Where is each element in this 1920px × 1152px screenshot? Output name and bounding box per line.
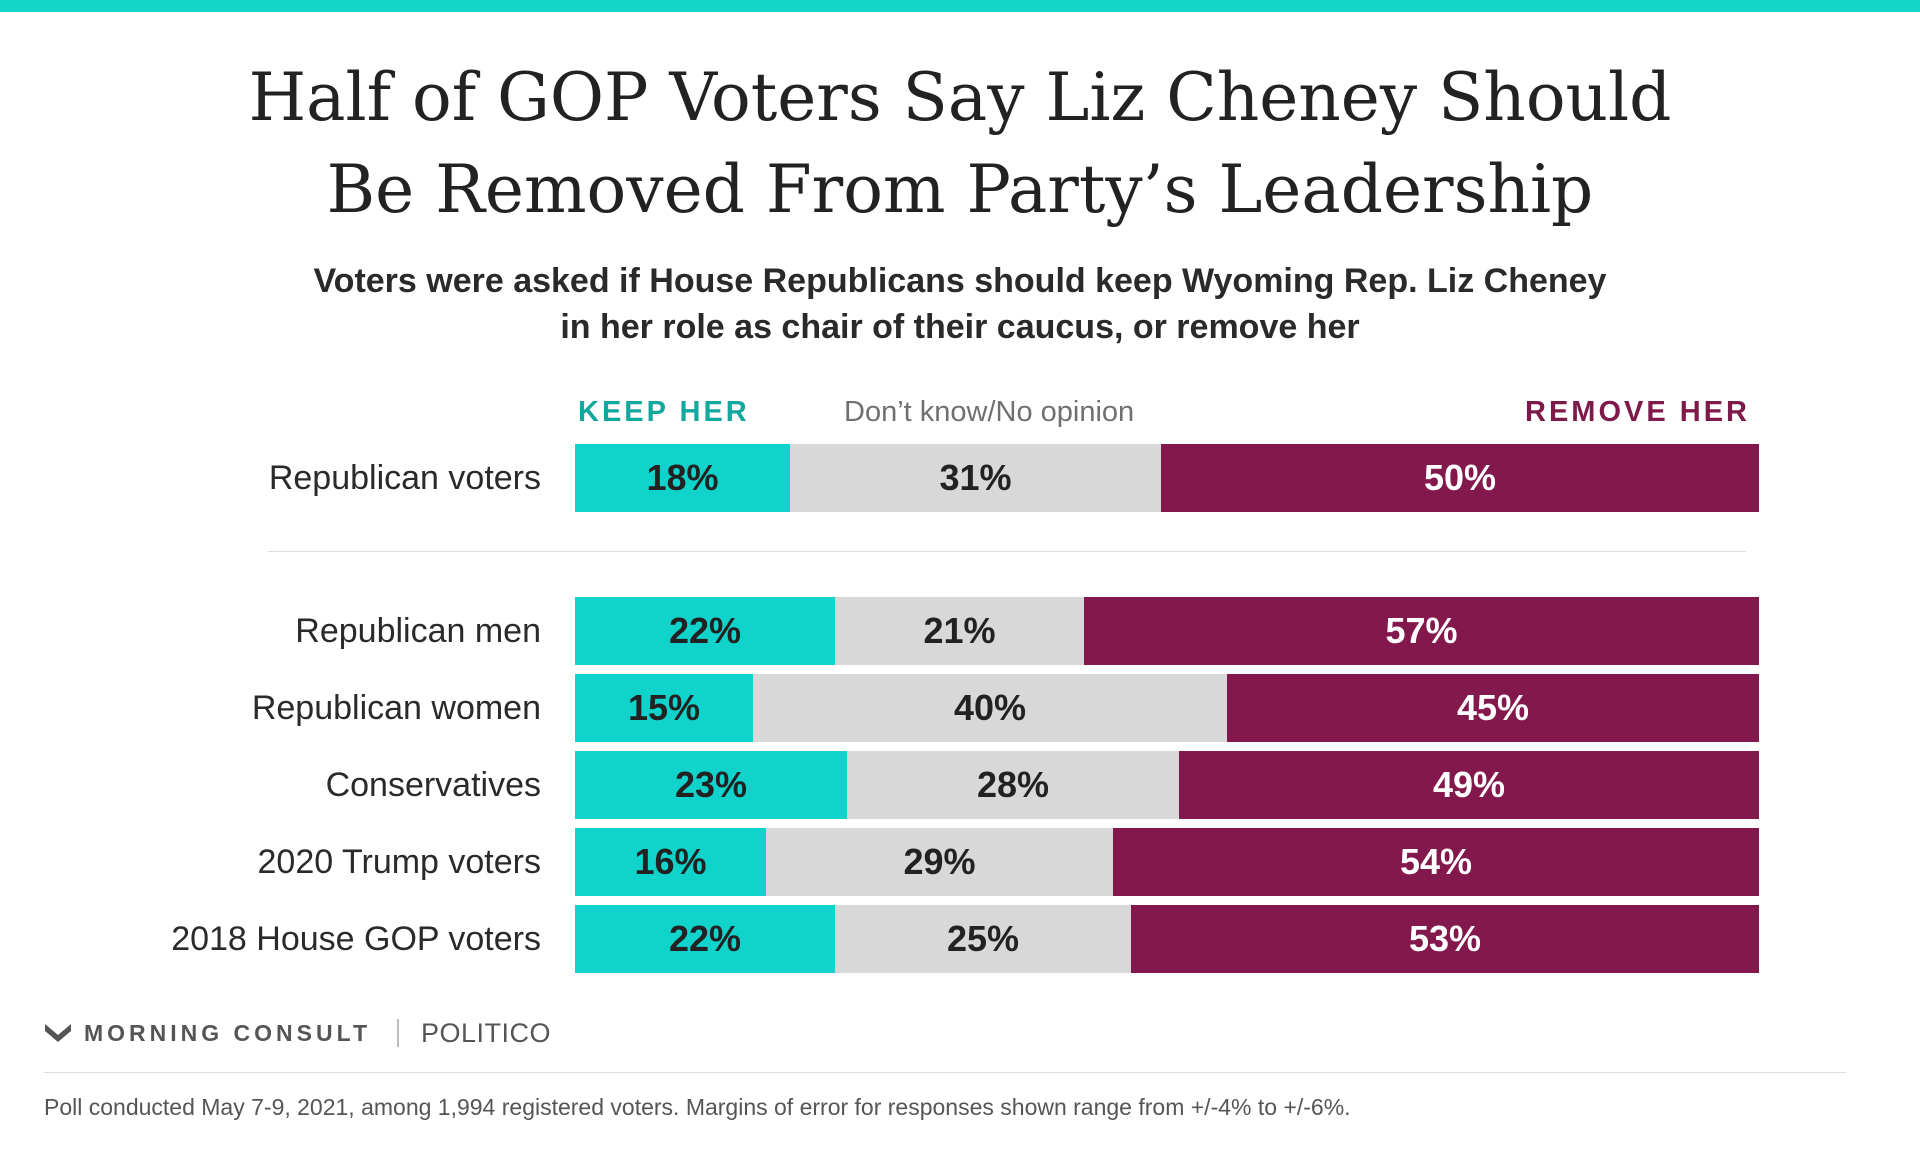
morning-consult-m-logo-icon	[45, 1024, 71, 1042]
legend-keep-her: KEEP HER	[578, 396, 750, 428]
data-label: 54%	[1399, 841, 1473, 882]
bar-segment-dont-know: 28%	[847, 751, 1179, 819]
bar-segment-dont-know: 21%	[835, 597, 1084, 665]
bar-segment-dont-know: 25%	[835, 905, 1131, 973]
bar-republican-voters: 18% 31% 50%	[575, 444, 1759, 512]
data-label: 25%	[946, 918, 1020, 959]
data-label: 22%	[668, 918, 742, 959]
data-label: 29%	[903, 841, 976, 882]
data-label: 23%	[674, 764, 748, 805]
data-label: 49%	[1432, 764, 1506, 805]
bar-segment-remove-her: 45%	[1227, 674, 1759, 742]
data-label: 18%	[646, 457, 719, 498]
bar-conservatives: 23% 28% 49%	[575, 751, 1759, 819]
data-label: 57%	[1385, 610, 1458, 651]
top-accent-bar	[0, 0, 1920, 12]
data-label: 28%	[976, 764, 1050, 805]
data-label: 31%	[939, 457, 1012, 498]
data-label: 16%	[634, 841, 707, 882]
bar-segment-keep-her: 22%	[575, 905, 835, 973]
bar-segment-remove-her: 57%	[1084, 597, 1759, 665]
bar-segment-keep-her: 18%	[575, 444, 790, 512]
data-label: 40%	[953, 687, 1027, 728]
chart-title-line-2: Be Removed From Party’s Leadership	[326, 151, 1594, 228]
bar-segment-keep-her: 22%	[575, 597, 835, 665]
bar-segment-keep-her: 16%	[575, 828, 766, 896]
branding-logos: MORNING CONSULT POLITICO	[44, 1018, 551, 1048]
row-label-conservatives: Conservatives	[325, 766, 541, 804]
row-label-republican-men: Republican men	[295, 612, 541, 650]
bar-segment-remove-her: 54%	[1113, 828, 1759, 896]
footer-divider	[44, 1072, 1846, 1073]
footnote: Poll conducted May 7-9, 2021, among 1,99…	[44, 1094, 1351, 1120]
bar-segment-keep-her: 15%	[575, 674, 753, 742]
row-label-2020-trump-voters: 2020 Trump voters	[257, 843, 541, 881]
chart-title: Half of GOP Voters Say Liz Cheney Should…	[0, 52, 1920, 236]
morning-consult-wordmark: MORNING CONSULT	[84, 1019, 372, 1046]
data-label: 15%	[627, 687, 701, 728]
legend-remove-her: REMOVE HER	[1525, 396, 1750, 428]
chart-title-line-1: Half of GOP Voters Say Liz Cheney Should	[248, 59, 1672, 136]
bar-segment-dont-know: 31%	[790, 444, 1161, 512]
row-label-republican-voters: Republican voters	[268, 459, 541, 497]
bar-2020-trump-voters: 16% 29% 54%	[575, 828, 1759, 896]
chart-subtitle-line-1: Voters were asked if House Republicans s…	[313, 262, 1607, 300]
data-label: 45%	[1456, 687, 1530, 728]
politico-wordmark: POLITICO	[421, 1017, 552, 1048]
data-label: 21%	[923, 610, 996, 651]
bar-segment-dont-know: 29%	[766, 828, 1113, 896]
legend-dont-know: Don’t know/No opinion	[844, 396, 1135, 428]
bar-republican-men: 22% 21% 57%	[575, 597, 1759, 665]
bar-republican-women: 15% 40% 45%	[575, 674, 1759, 742]
chart-subtitle: Voters were asked if House Republicans s…	[0, 258, 1920, 350]
bar-2018-house-gop-voters: 22% 25% 53%	[575, 905, 1759, 973]
bar-segment-remove-her: 49%	[1179, 751, 1759, 819]
bar-segment-dont-know: 40%	[753, 674, 1227, 742]
bar-segment-remove-her: 50%	[1161, 444, 1759, 512]
data-label: 50%	[1423, 457, 1497, 498]
row-label-2018-house-gop-voters: 2018 House GOP voters	[171, 920, 541, 958]
data-label: 22%	[668, 610, 742, 651]
group-divider	[268, 551, 1746, 552]
bar-segment-remove-her: 53%	[1131, 905, 1759, 973]
chart-subtitle-line-2: in her role as chair of their caucus, or…	[560, 308, 1360, 346]
row-label-republican-women: Republican women	[251, 689, 541, 727]
data-label: 53%	[1408, 918, 1482, 959]
bar-segment-keep-her: 23%	[575, 751, 847, 819]
branding-separator	[397, 1019, 400, 1047]
